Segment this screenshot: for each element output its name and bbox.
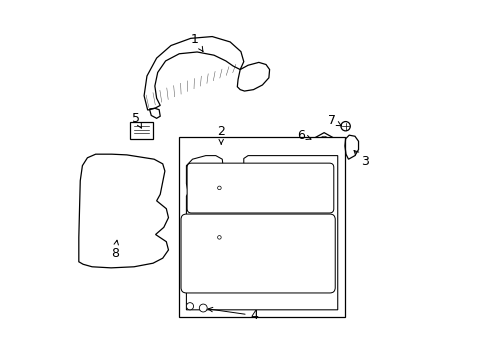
FancyBboxPatch shape xyxy=(181,214,335,293)
Text: 1: 1 xyxy=(191,33,203,51)
Text: 4: 4 xyxy=(208,307,258,322)
Circle shape xyxy=(199,304,207,312)
Text: 8: 8 xyxy=(110,240,119,260)
Circle shape xyxy=(217,186,221,190)
FancyBboxPatch shape xyxy=(187,163,333,213)
Text: 6: 6 xyxy=(297,129,310,142)
Text: 5: 5 xyxy=(132,112,141,128)
Circle shape xyxy=(217,235,221,239)
Text: 3: 3 xyxy=(353,150,368,168)
Bar xyxy=(179,137,344,317)
FancyBboxPatch shape xyxy=(130,122,153,139)
Text: 2: 2 xyxy=(217,125,224,144)
Circle shape xyxy=(186,303,193,310)
Circle shape xyxy=(340,122,349,131)
Circle shape xyxy=(319,136,328,145)
Text: 7: 7 xyxy=(327,114,341,127)
